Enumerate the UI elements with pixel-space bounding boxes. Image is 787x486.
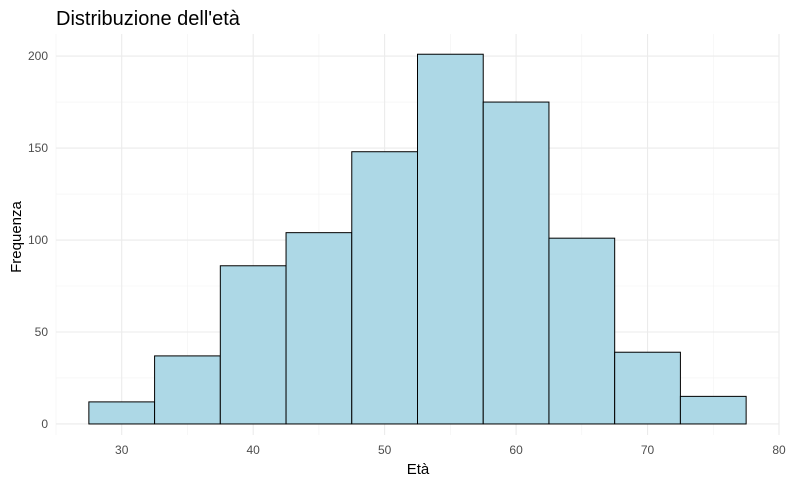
histogram-bar bbox=[154, 355, 221, 425]
histogram-bar bbox=[285, 232, 353, 425]
histogram-bar bbox=[548, 237, 616, 425]
histogram-bar bbox=[679, 395, 747, 425]
histogram-bar bbox=[88, 401, 156, 425]
x-tick-label: 70 bbox=[641, 443, 655, 457]
histogram-bar bbox=[417, 53, 484, 425]
y-tick-label: 0 bbox=[41, 417, 48, 431]
y-tick-label: 50 bbox=[35, 325, 49, 339]
y-tick-label: 150 bbox=[28, 141, 48, 155]
x-tick-label: 50 bbox=[378, 443, 392, 457]
x-tick-label: 80 bbox=[772, 443, 786, 457]
x-tick-label: 40 bbox=[247, 443, 261, 457]
y-axis-title: Frequenza bbox=[8, 200, 25, 272]
y-tick-labels: 0 50 100 150 200 bbox=[28, 49, 48, 431]
x-tick-label: 30 bbox=[115, 443, 129, 457]
x-tick-labels: 30 40 50 60 70 80 bbox=[115, 443, 786, 457]
y-tick-label: 200 bbox=[28, 49, 48, 63]
y-tick-label: 100 bbox=[28, 233, 48, 247]
histogram-bar bbox=[614, 351, 681, 425]
histogram-bar bbox=[482, 101, 550, 425]
x-tick-label: 60 bbox=[509, 443, 523, 457]
histogram-bar bbox=[219, 265, 287, 425]
chart-title: Distribuzione dell'età bbox=[56, 8, 241, 30]
bars bbox=[88, 53, 747, 425]
x-axis-title: Età bbox=[407, 461, 430, 478]
histogram-bar bbox=[351, 151, 419, 425]
